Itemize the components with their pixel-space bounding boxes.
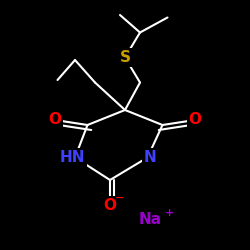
Text: HN: HN: [60, 150, 85, 165]
Text: +: +: [166, 208, 174, 218]
Text: O: O: [104, 198, 117, 212]
Text: −: −: [115, 192, 125, 202]
Text: O: O: [188, 112, 202, 128]
Text: N: N: [144, 150, 156, 165]
Text: O: O: [48, 112, 62, 128]
Text: Na: Na: [138, 212, 162, 228]
Text: S: S: [120, 50, 130, 65]
